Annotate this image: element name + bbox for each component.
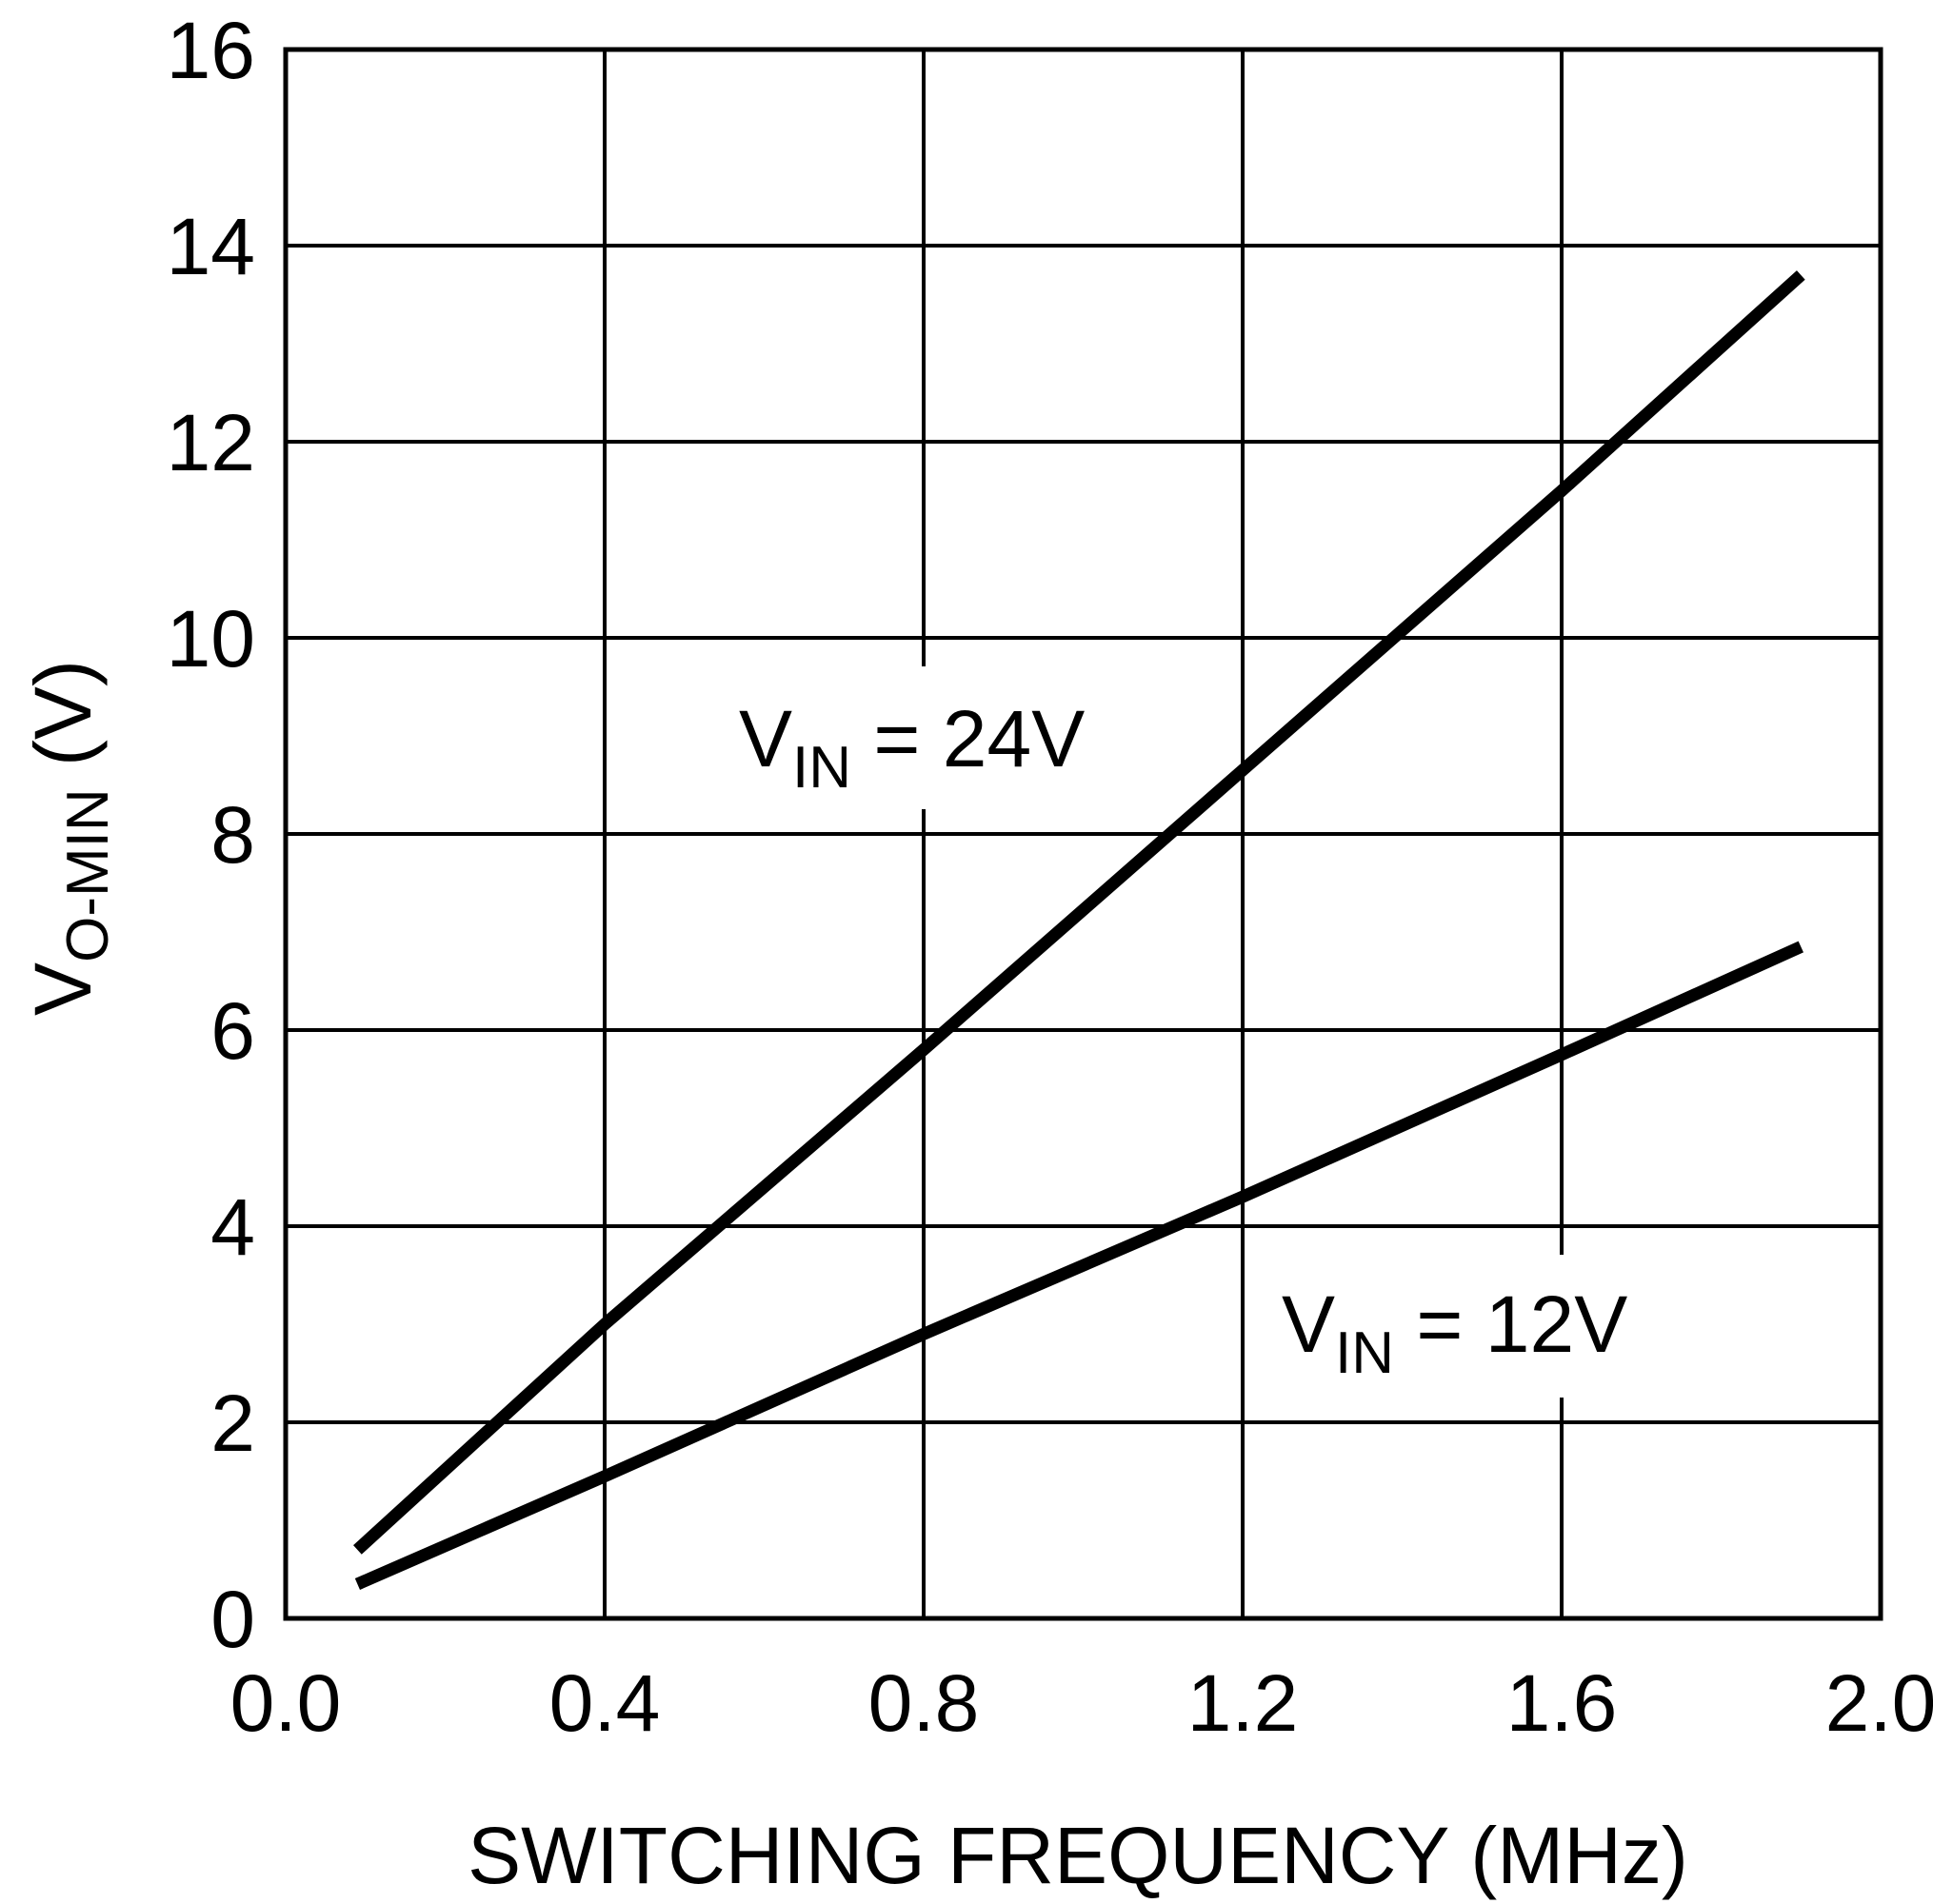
y-tick-label: 10 [167, 594, 255, 684]
series-label-24v-bg [712, 666, 1122, 809]
x-tick-labels: 0.0 0.4 0.8 1.2 1.6 2.0 [230, 1658, 1933, 1748]
axes [283, 47, 1883, 1621]
y-tick-labels: 0 2 4 6 8 10 12 14 16 [167, 6, 255, 1664]
y-tick-label: 6 [210, 986, 255, 1076]
x-tick-label: 1.2 [1187, 1658, 1299, 1748]
y-tick-label: 14 [167, 202, 255, 291]
y-axis-title: VO-MIN (V) [18, 660, 121, 1016]
series-labels: VIN = 24V VIN = 12V [712, 666, 1664, 1398]
x-tick-label: 0.4 [549, 1658, 661, 1748]
series-label-24v: VIN = 24V [739, 694, 1085, 801]
x-tick-label: 0.0 [230, 1658, 342, 1748]
series-line-1 [354, 941, 1803, 1590]
x-tick-label: 2.0 [1825, 1658, 1933, 1748]
x-axis-title: SWITCHING FREQUENCY (MHz) [468, 1811, 1688, 1900]
y-tick-label: 8 [210, 790, 255, 880]
y-tick-label: 2 [210, 1378, 255, 1468]
series-label-12v-bg [1255, 1255, 1664, 1398]
x-tick-label: 0.8 [868, 1658, 980, 1748]
plot-frame [283, 47, 1883, 1621]
series-label-12v: VIN = 12V [1282, 1279, 1627, 1386]
y-tick-label: 4 [210, 1182, 255, 1272]
series-lines [353, 270, 1805, 1590]
y-tick-label: 16 [167, 6, 255, 95]
y-tick-label: 0 [210, 1575, 255, 1664]
series-line-0 [353, 270, 1805, 1555]
x-tick-label: 1.6 [1506, 1658, 1618, 1748]
y-tick-label: 12 [167, 398, 255, 487]
